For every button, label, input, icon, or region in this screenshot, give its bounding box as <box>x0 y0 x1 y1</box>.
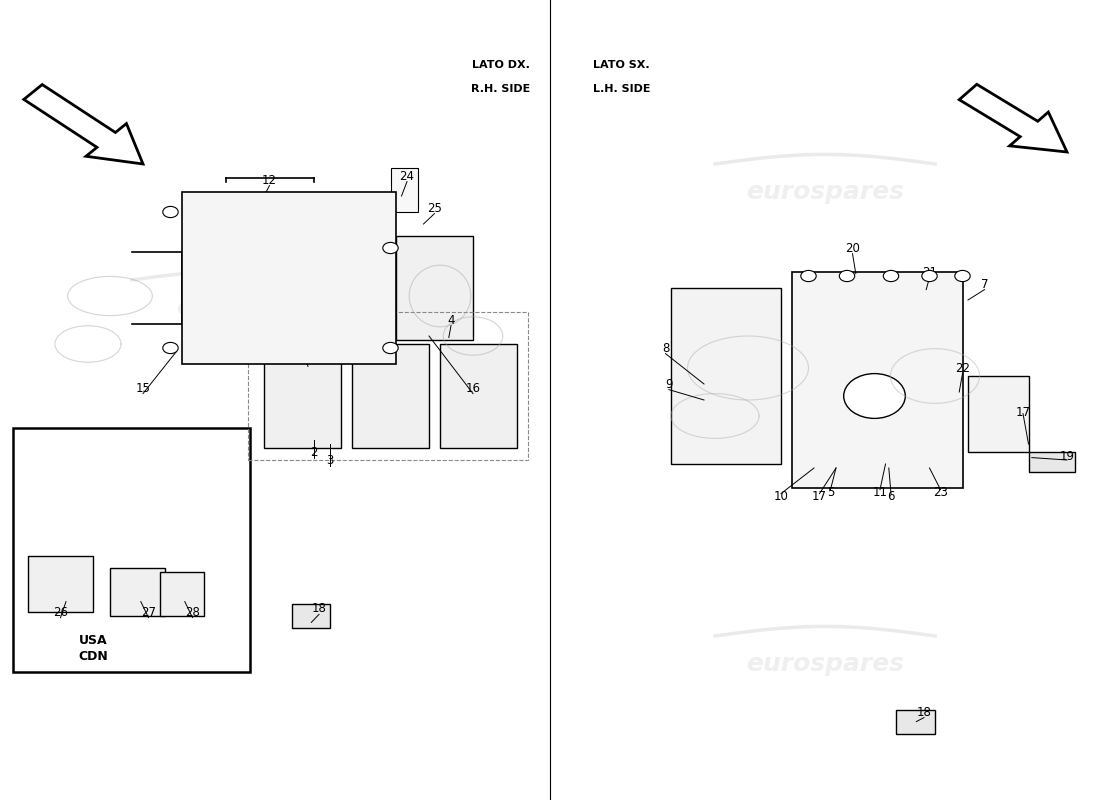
Text: 1: 1 <box>365 306 372 318</box>
Text: 18: 18 <box>311 602 327 614</box>
Text: 7: 7 <box>981 278 988 290</box>
Bar <box>1028 452 1075 472</box>
Circle shape <box>883 270 899 282</box>
Bar <box>110 568 165 616</box>
Text: 25: 25 <box>427 202 442 214</box>
Bar <box>396 236 473 340</box>
Bar <box>160 572 204 616</box>
Text: 27: 27 <box>141 606 156 618</box>
Text: 8: 8 <box>662 342 669 354</box>
Text: 2: 2 <box>332 306 339 318</box>
Circle shape <box>383 242 398 254</box>
Circle shape <box>163 342 178 354</box>
Text: eurospares: eurospares <box>176 298 308 318</box>
Text: 28: 28 <box>185 606 200 618</box>
Text: 4: 4 <box>448 314 454 326</box>
Bar <box>13 428 250 672</box>
Text: 17: 17 <box>812 490 827 502</box>
Text: LATO DX.: LATO DX. <box>472 60 529 70</box>
Bar <box>352 344 429 448</box>
Bar <box>248 312 528 460</box>
Text: CDN: CDN <box>78 650 109 662</box>
Text: 9: 9 <box>666 378 672 390</box>
Bar <box>671 288 781 464</box>
Bar <box>440 344 517 448</box>
Text: 20: 20 <box>845 242 860 254</box>
Circle shape <box>839 270 855 282</box>
Circle shape <box>922 270 937 282</box>
Bar <box>264 344 341 448</box>
Text: LATO SX.: LATO SX. <box>593 60 650 70</box>
Text: 22: 22 <box>955 362 970 374</box>
Bar <box>896 710 935 734</box>
Text: 13: 13 <box>284 198 299 210</box>
Text: 6: 6 <box>888 490 894 502</box>
Text: eurospares: eurospares <box>746 180 904 204</box>
Text: 15: 15 <box>135 382 151 394</box>
Circle shape <box>844 374 905 418</box>
Text: 18: 18 <box>916 706 932 718</box>
Text: 3: 3 <box>327 454 333 466</box>
Text: 2: 2 <box>310 446 317 458</box>
FancyArrow shape <box>24 85 143 164</box>
Text: 23: 23 <box>933 486 948 498</box>
Text: R.H. SIDE: R.H. SIDE <box>471 84 530 94</box>
Circle shape <box>801 270 816 282</box>
Text: 12: 12 <box>262 174 277 186</box>
Text: 5: 5 <box>827 486 834 498</box>
Text: 24: 24 <box>399 170 415 182</box>
Bar <box>182 192 396 364</box>
Bar <box>292 604 330 628</box>
Text: 16: 16 <box>465 382 481 394</box>
Bar <box>390 168 418 212</box>
Text: 17: 17 <box>1015 406 1031 418</box>
Text: USA: USA <box>79 634 108 646</box>
Circle shape <box>383 342 398 354</box>
Text: 11: 11 <box>872 486 888 498</box>
Bar <box>792 272 962 488</box>
Bar <box>968 376 1028 452</box>
FancyArrow shape <box>959 84 1067 152</box>
Bar <box>28 556 94 612</box>
Text: 19: 19 <box>1059 450 1075 462</box>
Text: 26: 26 <box>53 606 68 618</box>
Text: eurospares: eurospares <box>746 652 904 676</box>
Text: L.H. SIDE: L.H. SIDE <box>593 84 650 94</box>
Text: 10: 10 <box>773 490 789 502</box>
Text: 21: 21 <box>922 266 937 278</box>
Text: 14: 14 <box>300 354 316 366</box>
Circle shape <box>955 270 970 282</box>
Circle shape <box>163 206 178 218</box>
